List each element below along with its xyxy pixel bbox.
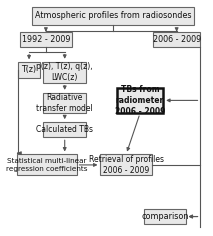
FancyBboxPatch shape [18, 62, 40, 78]
FancyBboxPatch shape [100, 154, 152, 176]
Text: Atmospheric profiles from radiosondes: Atmospheric profiles from radiosondes [35, 11, 191, 21]
Text: 1992 - 2009: 1992 - 2009 [22, 35, 70, 44]
Text: p(z), T(z), q(z),
LWC(z): p(z), T(z), q(z), LWC(z) [36, 62, 93, 82]
Text: Radiative
transfer model: Radiative transfer model [36, 93, 93, 113]
Text: T(z): T(z) [22, 65, 37, 74]
FancyBboxPatch shape [144, 209, 186, 224]
FancyBboxPatch shape [43, 62, 86, 83]
Text: 2006 - 2009: 2006 - 2009 [153, 35, 201, 44]
Text: Statistical multi-linear
regression coefficients: Statistical multi-linear regression coef… [6, 158, 88, 172]
FancyBboxPatch shape [43, 93, 86, 113]
FancyBboxPatch shape [117, 88, 163, 113]
Text: TBs from
radiometer
2006 - 2009: TBs from radiometer 2006 - 2009 [115, 85, 165, 116]
Text: comparison: comparison [141, 212, 189, 221]
FancyBboxPatch shape [20, 32, 72, 47]
FancyBboxPatch shape [17, 154, 77, 176]
Text: Calculated TBs: Calculated TBs [36, 125, 93, 134]
Text: Retrieval of profiles
2006 - 2009: Retrieval of profiles 2006 - 2009 [89, 155, 164, 175]
FancyBboxPatch shape [153, 32, 200, 47]
FancyBboxPatch shape [43, 122, 86, 137]
FancyBboxPatch shape [32, 7, 194, 25]
